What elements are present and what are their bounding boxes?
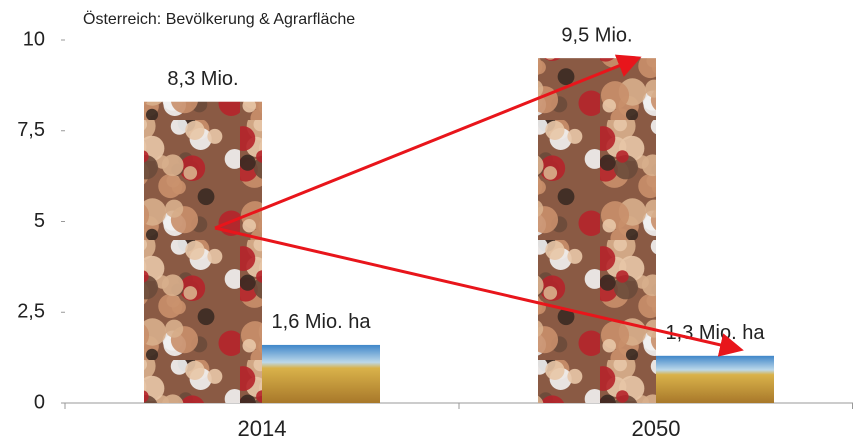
bar [144, 101, 262, 404]
arrow [214, 226, 744, 357]
arrow [214, 54, 642, 230]
plot-area: 0 2,5 5 7,5 10 2014 8,3 Mio. 1,6 Mio. ha 2050 9,5… [17, 24, 853, 441]
value-label: 1,3 Mio. ha [666, 322, 766, 344]
bar [656, 355, 774, 403]
y-tick-label: 7,5 [17, 119, 45, 141]
value-label: 1,6 Mio. ha [272, 311, 372, 333]
arrows [214, 54, 744, 357]
bar [262, 344, 380, 403]
bar [538, 58, 656, 404]
value-label: 9,5 Mio. [561, 24, 632, 46]
x-tick-label: 2050 [632, 416, 681, 441]
y-tick-label: 2,5 [17, 301, 45, 323]
value-label: 8,3 Mio. [167, 68, 238, 90]
y-tick-label: 10 [23, 28, 45, 50]
chart-title: Österreich: Bevölkerung & Agrarfläche [83, 10, 355, 28]
y-tick-label: 5 [34, 210, 45, 232]
x-tick-label: 2014 [238, 416, 287, 441]
y-tick-label: 0 [34, 391, 45, 413]
